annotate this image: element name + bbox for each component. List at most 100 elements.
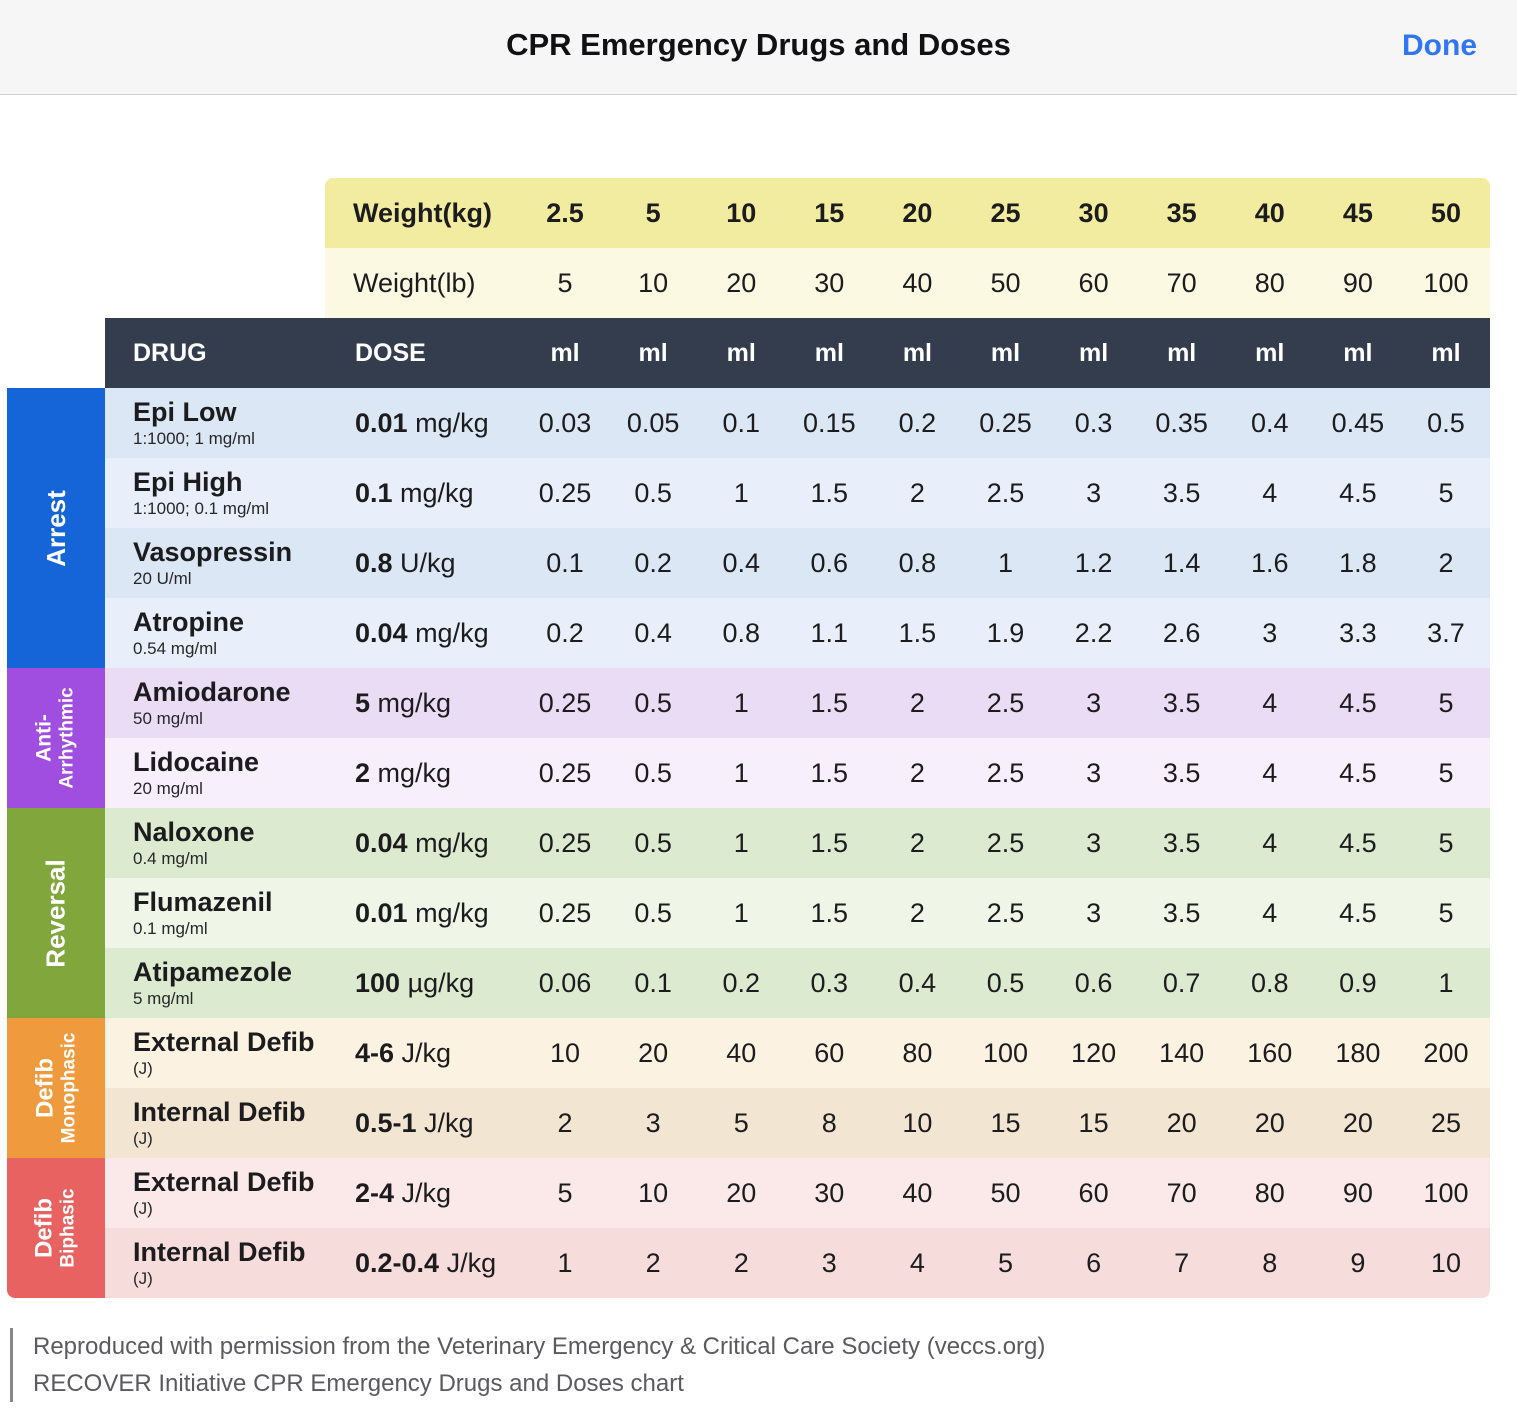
weight-lb-value: 40	[902, 267, 933, 298]
dose-ml-value: 3	[1086, 827, 1102, 858]
drug-group-defib-mono: Defib Monophasic External Defib (J) 4-6 J/kg…	[7, 1018, 1490, 1158]
ml-unit-header: ml	[726, 338, 756, 367]
ml-unit-header: ml	[990, 338, 1021, 367]
group-rows: Naloxone 0.4 mg/ml 0.04 mg/kg 0.25 0.5 1 1.5 2 2…	[105, 808, 1490, 1018]
dose-unit: mg/kg	[407, 407, 489, 438]
dose-ml-value: 2.2	[1074, 617, 1113, 648]
drug-cell: Atropine 0.54 mg/ml	[105, 608, 355, 658]
drug-cell: Atipamezole 5 mg/ml	[105, 958, 355, 1008]
dose-cell: 2 mg/kg	[355, 758, 521, 789]
dose-cell: 0.01 mg/kg	[355, 408, 521, 439]
drug-row: Internal Defib (J) 0.2-0.4 J/kg 1 2 2 3 4 5 6 7 8 9 1…	[105, 1228, 1490, 1298]
weight-kg-value: 20	[902, 197, 933, 228]
drug-row: Epi Low 1:1000; 1 mg/ml 0.01 mg/kg 0.03 0.05…	[105, 388, 1490, 458]
dose-ml-value: 1.5	[810, 477, 849, 508]
dose-ml-value: 60	[814, 1037, 845, 1068]
dose-cell: 0.01 mg/kg	[355, 898, 521, 929]
drug-name: Atropine	[133, 607, 244, 637]
group-sidebar: Arrest	[7, 388, 105, 668]
group-label-line: Arrest	[40, 489, 71, 567]
drug-row: Amiodarone 50 mg/ml 5 mg/kg 0.25 0.5 1 1.5 2 2.5…	[105, 668, 1490, 738]
dose-unit: J/kg	[416, 1107, 474, 1138]
dose-ml-value: 3	[1086, 757, 1102, 788]
page-title: CPR Emergency Drugs and Doses	[506, 27, 1011, 62]
weight-lb-value: 20	[726, 267, 757, 298]
weight-kg-value: 25	[990, 197, 1021, 228]
weight-lb-label: Weight(lb)	[353, 267, 476, 298]
drug-name: Epi High	[133, 467, 243, 497]
ml-unit-header: ml	[902, 338, 932, 367]
dose-ml-value: 0.03	[538, 407, 592, 438]
done-button[interactable]: Done	[1402, 29, 1477, 62]
dose-ml-value: 2.5	[986, 477, 1025, 508]
dose-unit: mg/kg	[407, 827, 489, 858]
dose-ml-value: 2.5	[986, 757, 1025, 788]
drug-name: Amiodarone	[133, 677, 291, 707]
dose-ml-value: 1	[733, 827, 749, 858]
group-rows: External Defib (J) 2-4 J/kg 5 10 20 30 40 50 60 70…	[105, 1158, 1490, 1298]
dose-ml-value: 1.2	[1074, 547, 1113, 578]
dose-ml-value: 1	[733, 757, 749, 788]
dose-ml-value: 0.5	[634, 757, 672, 788]
ml-unit-header: ml	[1167, 338, 1197, 367]
dose-ml-value: 2	[733, 1247, 749, 1278]
dose-ml-value: 5	[1438, 477, 1454, 508]
dose-ml-value: 2	[909, 827, 925, 858]
dose-ml-value: 3	[1086, 897, 1102, 928]
dose-ml-value: 10	[550, 1037, 581, 1068]
ml-unit-header: ml	[814, 338, 844, 367]
drug-name: External Defib	[133, 1027, 315, 1057]
dose-ml-value: 0.8	[1250, 967, 1289, 998]
drug-row: Vasopressin 20 U/ml 0.8 U/kg 0.1 0.2 0.4 0.6 0.…	[105, 528, 1490, 598]
dose-ml-value: 100	[982, 1037, 1029, 1068]
dose-value: 0.04	[355, 827, 408, 858]
dose-ml-value: 1	[997, 547, 1013, 578]
dose-ml-value: 180	[1335, 1037, 1381, 1068]
dose-ml-value: 1.5	[898, 617, 937, 648]
dose-ml-value: 120	[1071, 1037, 1117, 1068]
dose-ml-value: 8	[821, 1107, 837, 1138]
dose-column-header: DOSE	[355, 338, 426, 367]
weight-lb-value: 5	[557, 267, 573, 298]
dose-ml-value: 2	[909, 757, 925, 788]
dose-cell: 4-6 J/kg	[355, 1038, 521, 1069]
dose-ml-value: 2	[557, 1107, 573, 1138]
dose-ml-value: 160	[1247, 1037, 1293, 1068]
dose-value: 4-6	[355, 1037, 395, 1068]
weight-lb-value: 90	[1342, 267, 1373, 298]
dose-ml-value: 4.5	[1339, 827, 1377, 858]
dose-value: 0.2-0.4	[355, 1247, 440, 1278]
dose-unit: J/kg	[394, 1177, 452, 1208]
dose-ml-value: 0.1	[722, 407, 760, 438]
dose-ml-value: 4	[1262, 897, 1278, 928]
dose-ml-value: 70	[1166, 1177, 1197, 1208]
weight-kg-value: 40	[1254, 197, 1285, 228]
dose-ml-value: 9	[1350, 1247, 1366, 1278]
dose-cell: 0.04 mg/kg	[355, 828, 521, 859]
dose-ml-value: 20	[1342, 1107, 1373, 1138]
dose-unit: J/kg	[394, 1037, 452, 1068]
weight-lb-row: Weight(lb) 5 10 20 30 40 50 60 70 80 90 100	[325, 248, 1490, 318]
dose-ml-value: 1.5	[810, 827, 849, 858]
dose-ml-value: 10	[638, 1177, 669, 1208]
group-label: Defib Biphasic	[31, 1188, 80, 1267]
dose-ml-value: 3.5	[1162, 827, 1201, 858]
group-rows: Epi Low 1:1000; 1 mg/ml 0.01 mg/kg 0.03 0.05…	[105, 388, 1490, 668]
dose-ml-value: 0.4	[722, 547, 760, 578]
dose-ml-value: 3	[645, 1107, 661, 1138]
dose-ml-value: 0.8	[722, 617, 760, 648]
dose-ml-value: 5	[1438, 687, 1454, 718]
weight-lb-value: 80	[1254, 267, 1285, 298]
dose-ml-value: 3	[1262, 617, 1278, 648]
ml-unit-header: ml	[1078, 338, 1109, 367]
weight-kg-value: 5	[645, 197, 661, 228]
dose-ml-value: 0.5	[1427, 407, 1465, 438]
group-label: Arrest	[40, 489, 71, 567]
drug-name: Flumazenil	[133, 887, 273, 917]
dose-ml-value: 5	[1438, 757, 1454, 788]
dose-ml-value: 1.4	[1162, 547, 1201, 578]
dose-ml-value: 4	[1262, 827, 1278, 858]
dose-ml-value: 20	[638, 1037, 669, 1068]
drug-note: 0.1 mg/ml	[133, 919, 208, 938]
dose-unit: mg/kg	[370, 687, 452, 718]
